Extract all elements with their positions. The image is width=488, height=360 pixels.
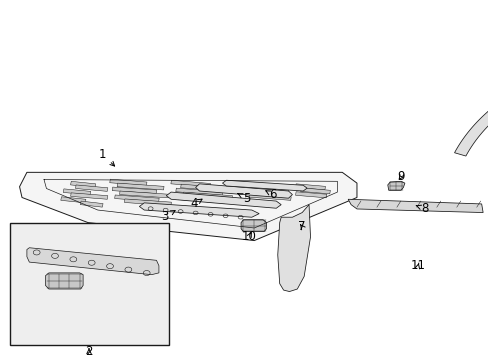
- Text: 3: 3: [161, 210, 175, 222]
- Polygon shape: [120, 191, 168, 198]
- Polygon shape: [246, 186, 288, 193]
- Text: 10: 10: [242, 230, 256, 243]
- Polygon shape: [248, 194, 291, 200]
- Polygon shape: [75, 185, 108, 192]
- Polygon shape: [347, 199, 482, 212]
- Polygon shape: [295, 184, 325, 190]
- Polygon shape: [300, 188, 330, 194]
- Polygon shape: [63, 189, 91, 195]
- Text: 2: 2: [85, 345, 93, 358]
- Text: 7: 7: [298, 220, 305, 233]
- Polygon shape: [453, 68, 488, 156]
- Bar: [10, 222, 168, 345]
- Polygon shape: [45, 273, 83, 289]
- Polygon shape: [109, 179, 147, 186]
- Text: 1: 1: [99, 148, 114, 166]
- Polygon shape: [387, 181, 404, 190]
- Polygon shape: [61, 197, 86, 203]
- Polygon shape: [175, 188, 223, 195]
- Polygon shape: [222, 180, 306, 191]
- Polygon shape: [178, 196, 225, 203]
- Polygon shape: [115, 195, 159, 202]
- Polygon shape: [139, 203, 259, 217]
- Polygon shape: [241, 220, 266, 231]
- Polygon shape: [180, 184, 227, 192]
- Polygon shape: [183, 192, 232, 199]
- Polygon shape: [295, 192, 326, 198]
- Text: 4: 4: [190, 197, 202, 211]
- Polygon shape: [117, 183, 163, 190]
- Polygon shape: [195, 184, 292, 198]
- Polygon shape: [70, 193, 108, 199]
- Polygon shape: [80, 201, 103, 207]
- Text: 11: 11: [410, 259, 425, 272]
- Text: 9: 9: [396, 170, 404, 183]
- Polygon shape: [166, 192, 281, 208]
- Polygon shape: [112, 187, 156, 194]
- Polygon shape: [70, 181, 96, 188]
- Polygon shape: [124, 199, 171, 206]
- Polygon shape: [170, 180, 210, 187]
- Polygon shape: [241, 190, 284, 197]
- Text: 8: 8: [415, 202, 428, 216]
- Text: 5: 5: [237, 192, 250, 205]
- Polygon shape: [27, 248, 159, 275]
- Polygon shape: [277, 204, 310, 292]
- Text: 6: 6: [265, 188, 276, 201]
- Polygon shape: [20, 172, 356, 240]
- Polygon shape: [239, 182, 276, 188]
